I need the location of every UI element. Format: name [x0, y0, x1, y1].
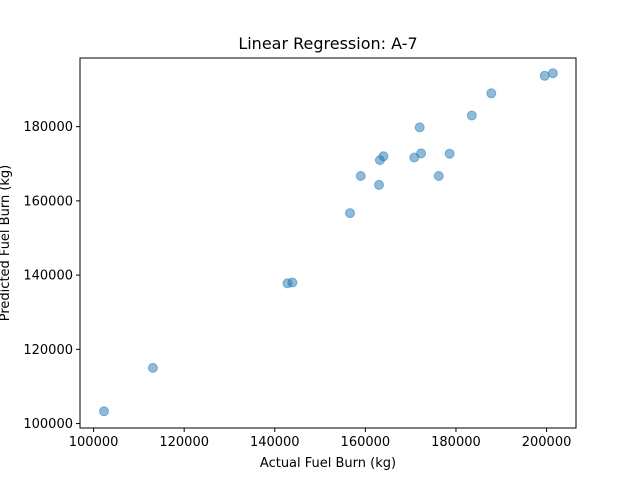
- data-point: [345, 208, 355, 219]
- data-point: [287, 277, 298, 288]
- data-point: [355, 171, 366, 181]
- data-points: [99, 68, 558, 417]
- y-tick-label: 180000: [23, 120, 73, 135]
- x-tick-label: 180000: [431, 435, 481, 450]
- x-tick-label: 120000: [159, 435, 209, 450]
- x-axis-label: Actual Fuel Burn (kg): [260, 456, 396, 471]
- data-point: [416, 148, 427, 159]
- data-point: [547, 68, 558, 79]
- data-point: [486, 88, 497, 99]
- y-axis-label: Predicted Fuel Burn (kg): [0, 165, 13, 321]
- y-tick-label: 140000: [23, 269, 73, 284]
- data-point: [374, 179, 384, 190]
- plot-area-frame: [79, 57, 577, 429]
- x-tick-label: 100000: [69, 435, 119, 450]
- data-point: [433, 171, 444, 181]
- data-point: [99, 406, 109, 417]
- x-tick-label: 200000: [522, 435, 572, 450]
- x-tick-label: 140000: [250, 435, 300, 450]
- chart-title: Linear Regression: A-7: [238, 34, 417, 53]
- data-point: [414, 122, 425, 133]
- data-point: [444, 148, 455, 159]
- data-point: [147, 362, 158, 373]
- data-point: [539, 70, 550, 81]
- axis-ticks: 100000 120000 140000 160000 180000 200000 1000…: [23, 120, 571, 450]
- data-point: [466, 110, 477, 121]
- x-tick-label: 160000: [341, 435, 391, 450]
- data-point: [378, 151, 389, 162]
- y-tick-label: 120000: [23, 343, 73, 358]
- y-tick-label: 160000: [23, 194, 73, 209]
- y-tick-label: 100000: [23, 417, 73, 432]
